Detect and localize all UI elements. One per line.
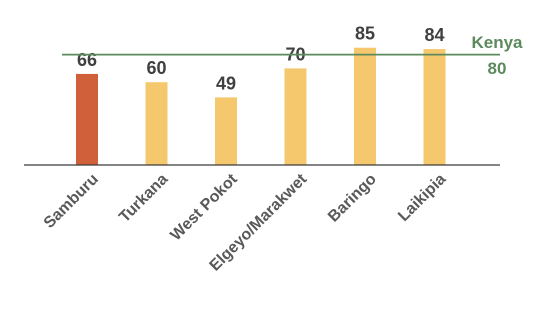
reference-line-name: Kenya xyxy=(471,33,523,52)
bar-samburu xyxy=(76,73,98,165)
reference-line-value: 80 xyxy=(488,59,507,78)
bars-group xyxy=(76,47,446,166)
bar-turkana xyxy=(145,82,168,165)
value-label: 84 xyxy=(424,25,444,45)
value-label: 49 xyxy=(216,73,236,93)
category-label: Laikipia xyxy=(395,171,449,225)
category-label: West Pokot xyxy=(167,170,241,244)
category-label: Baringo xyxy=(325,171,380,226)
category-label: Samburu xyxy=(41,171,102,232)
value-label: 60 xyxy=(146,58,166,78)
category-label: Turkana xyxy=(116,171,171,226)
value-label: 66 xyxy=(77,50,97,70)
bar-west-pokot xyxy=(215,97,237,165)
bar-laikipia xyxy=(423,49,446,165)
bar-elgeyo-marakwet xyxy=(284,68,307,165)
bar-baringo xyxy=(354,47,376,166)
value-label: 85 xyxy=(355,24,375,44)
